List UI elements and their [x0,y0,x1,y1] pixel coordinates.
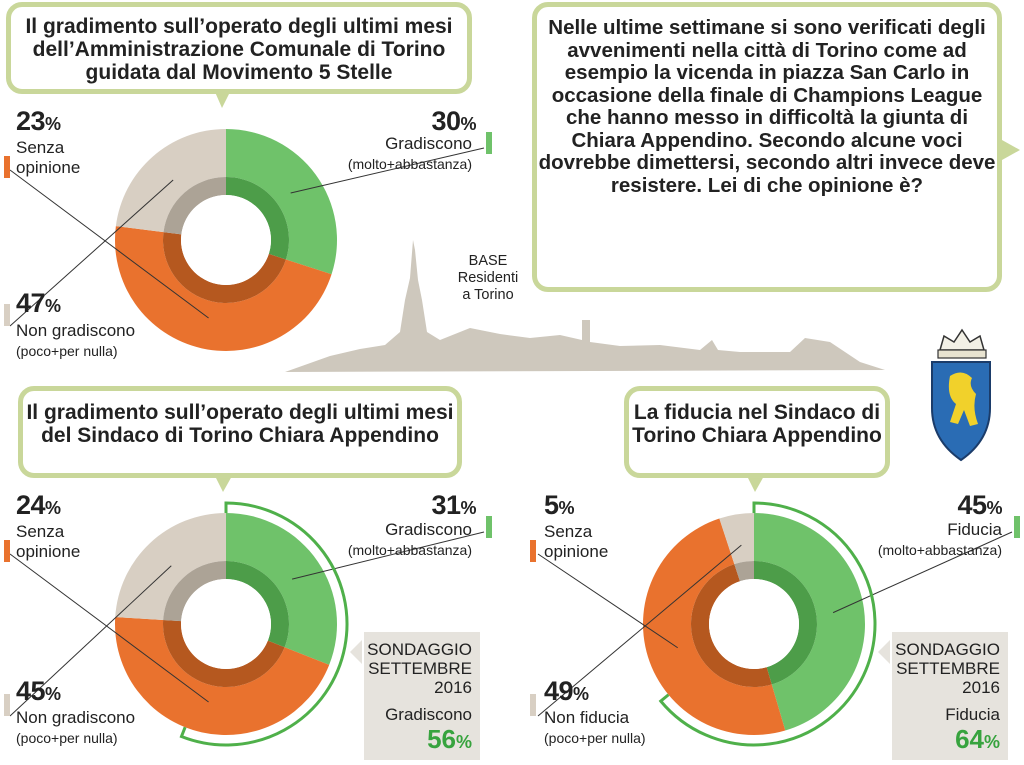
chart2-no-opinion-percent: 24% [16,490,61,520]
question-text: Nelle ultime settimane si sono verificat… [538,16,996,197]
chart2-approve-label: Gradiscono (molto+abbastanza) [347,520,472,558]
chart3-poll-line-2: SETTEMBRE [896,659,1000,678]
chart3-no-opinion-label: Senza opinione [544,522,609,561]
question-bubble: Nelle ultime settimane si sono verificat… [532,2,1002,292]
chart2-september-outline [179,501,349,747]
chart2-no-opinion-label: Senza opinione [16,522,81,561]
chart2-donut-hole [181,579,271,669]
chart3-legend-swatch-no-opinion [530,694,536,716]
chart2-slice-disapprove-inner [162,620,285,688]
coat-of-arms-icon [931,328,991,462]
chart2-slice-disapprove [115,617,330,736]
chart1-legend-swatch-no-opinion [4,304,10,326]
chart1-approve-percent: 30% [431,106,476,136]
chart1-slice-no-opinion-inner [163,177,226,235]
chart2-leader-no-opinion [9,565,172,717]
title-mayor-trust: La fiducia nel Sindaco di Torino Chiara … [632,401,882,447]
chart1-leader-disapprove [9,169,209,319]
chart1-slice-approve-inner [226,177,289,260]
chart3-leader-no-opinion [537,544,742,717]
chart2-poll-value: 56% [427,724,472,754]
chart3-slice-disapprove-inner [690,564,772,688]
chart1-donut-hole [181,195,271,285]
chart1-slice-disapprove-inner [163,232,286,303]
title-bubble-mayor-approval: Il gradimento sull’operato degli ultimi … [18,386,462,478]
chart1-no-opinion-percent: 23% [16,106,61,136]
chart3-poll-line-3: 2016 [962,678,1000,697]
title-mayor-approval: Il gradimento sull’operato degli ultimi … [26,401,454,447]
chart2-slice-approve [226,513,338,665]
chart3-poll-pointer [878,640,890,664]
skyline-illustration [285,240,885,372]
chart3-poll-value: 64% [955,724,1000,754]
chart3-trust-percent: 45% [957,490,1002,520]
chart3-slice-approve [754,513,866,731]
chart2-disapprove-percent: 45% [16,676,61,706]
chart2-approve-percent: 31% [431,490,476,520]
chart3-legend-swatch-disapprove [530,540,536,562]
chart3-poll-line-1: SONDAGGIO [895,640,1000,659]
chart2-slice-no-opinion-inner [163,561,226,622]
base-note-line-3: a Torino [462,287,514,303]
chart1-leader-no-opinion [9,179,174,327]
chart2-poll-line-3: 2016 [434,678,472,697]
bubble-tails [215,92,1020,492]
base-note: BASE Residenti a Torino [448,253,528,304]
chart2-disapprove-label: Non gradiscono (poco+per nulla) [16,708,136,746]
chart3-september-outline [658,501,877,747]
chart1-slice-disapprove [115,226,332,351]
chart3-leader-approve [832,531,1013,614]
chart3-slice-no-opinion [719,513,754,565]
chart2-poll-pointer [350,640,362,664]
chart2-legend-swatch-disapprove [4,540,10,562]
base-note-line-2: Residenti [457,270,519,286]
chart1-disapprove-label: Non gradiscono (poco+per nulla) [16,321,136,359]
chart3-leader-disapprove [537,553,678,649]
chart1-no-opinion-label: Senza opinione [16,138,81,177]
chart2-poll-label: Gradiscono [385,705,472,724]
chart3-september-poll-box: SONDAGGIO SETTEMBRE 2016 Fiducia 64% [892,632,1008,760]
chart2-leader-approve [291,531,485,580]
chart2-poll-line-2: SETTEMBRE [368,659,472,678]
chart3-poll-label: Fiducia [945,705,1000,724]
chart2-legend-swatch-no-opinion [4,694,10,716]
chart1-legend-swatch-disapprove [4,156,10,178]
chart1-legend-swatch-approve [486,132,492,154]
chart3-legend-swatch-approve [1014,516,1020,538]
chart3-slice-no-opinion-inner [734,561,754,582]
title-administration: Il gradimento sull’operato degli ultimi … [25,15,453,84]
chart3-no-trust-label: Non fiducia (poco+per nulla) [544,708,646,746]
chart2-legend-swatch-approve [486,516,492,538]
base-note-line-1: BASE [468,253,508,269]
chart2-slice-approve-inner [226,561,289,648]
chart1-approve-label: Gradiscono (molto+abbastanza) [347,134,472,172]
chart1-slice-approve [226,129,337,275]
chart3-no-trust-percent: 49% [544,676,589,706]
chart2-poll-line-1: SONDAGGIO [367,640,472,659]
chart3-trust-label: Fiducia (molto+abbastanza) [877,520,1002,558]
chart3-no-opinion-percent: 5% [544,490,575,520]
chart1-disapprove-percent: 47% [16,288,61,318]
title-bubble-mayor-trust: La fiducia nel Sindaco di Torino Chiara … [624,386,890,478]
title-bubble-administration: Il gradimento sull’operato degli ultimi … [6,2,472,94]
chart2-leader-disapprove [9,553,209,703]
chart3-donut-hole [709,579,799,669]
chart3-slice-disapprove [642,518,786,736]
chart1-leader-approve [290,147,485,194]
chart3-slice-approve-inner [754,561,818,685]
chart2-september-poll-box: SONDAGGIO SETTEMBRE 2016 Gradiscono 56% [364,632,480,760]
